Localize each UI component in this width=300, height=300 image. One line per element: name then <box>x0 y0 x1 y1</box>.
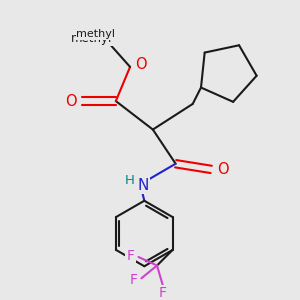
Text: methyl: methyl <box>71 32 112 45</box>
Text: O: O <box>218 162 229 177</box>
Text: H: H <box>124 174 134 187</box>
Text: O: O <box>135 56 147 71</box>
Text: methyl: methyl <box>76 29 116 39</box>
Text: N: N <box>137 178 148 193</box>
Text: O: O <box>65 94 76 109</box>
Text: F: F <box>159 286 167 300</box>
Text: F: F <box>127 249 134 262</box>
Text: F: F <box>129 273 137 287</box>
